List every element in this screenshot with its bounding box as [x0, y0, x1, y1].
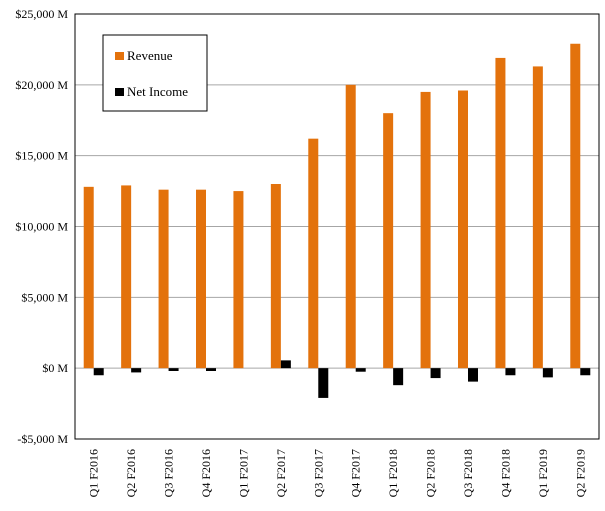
net-income-bar: [542, 368, 553, 378]
net-income-bar: [468, 368, 478, 382]
net-income-bar: [318, 368, 329, 398]
bars: [83, 43, 591, 398]
y-tick-label: $20,000 M: [15, 78, 68, 92]
y-tick-label: $25,000 M: [15, 7, 68, 21]
revenue-bar: [121, 185, 132, 369]
net-income-bar: [505, 368, 516, 376]
net-income-bar: [206, 368, 216, 371]
legend: Revenue Net Income: [102, 34, 208, 112]
y-tick-label: -$5,000 M: [17, 432, 68, 446]
revenue-bar: [570, 43, 581, 369]
y-tick-label: $10,000 M: [15, 220, 68, 234]
y-axis-tick-labels: -$5,000 M $0 M $5,000 M $10,000 M $15,000 M $…: [15, 7, 68, 446]
revenue-bar: [233, 191, 244, 369]
net-income-bar: [93, 368, 104, 376]
revenue-bar: [532, 66, 543, 369]
y-tick-label: $5,000 M: [21, 290, 68, 304]
revenue-bar: [83, 186, 94, 369]
y-tick-label: $0 M: [42, 361, 68, 375]
net-income-bar: [393, 368, 404, 386]
revenue-bar: [420, 91, 431, 369]
x-axis-tick-labels: Q1 F2016 Q2 F2016 Q3 F2016 Q4 F2016 Q1 F2017…: [87, 449, 588, 497]
net-income-bar: [168, 368, 179, 371]
net-income-legend-label: Net Income: [127, 84, 188, 99]
x-tick-label: Q2 F2018: [424, 449, 438, 497]
revenue-bar: [270, 184, 281, 369]
x-tick-label: Q1 F2017: [236, 449, 250, 497]
x-tick-label: Q2 F2019: [573, 449, 587, 497]
x-tick-label: Q3 F2016: [162, 449, 176, 497]
revenue-bar: [495, 57, 506, 369]
x-tick-label: Q3 F2018: [461, 449, 475, 497]
x-tick-label: Q1 F2018: [386, 449, 400, 497]
net-income-bar: [580, 368, 591, 376]
revenue-bar: [383, 113, 394, 369]
revenue-bar: [345, 84, 356, 369]
net-income-bar: [355, 368, 366, 372]
revenue-bar: [458, 90, 468, 369]
net-income-bar: [430, 368, 441, 379]
x-tick-label: Q3 F2017: [311, 449, 325, 497]
y-tick-label: $15,000 M: [15, 149, 68, 163]
x-tick-label: Q4 F2017: [349, 449, 363, 497]
revenue-bar: [196, 189, 206, 369]
plot-area-border: [74, 13, 600, 440]
legend-box: [102, 34, 208, 112]
revenue-bar: [308, 138, 319, 369]
revenue-bar: [158, 189, 169, 369]
x-tick-label: Q2 F2016: [124, 449, 138, 497]
net-income-legend-swatch: [115, 88, 124, 96]
net-income-bar: [131, 368, 142, 373]
revenue-legend-label: Revenue: [127, 48, 173, 63]
net-income-bar: [280, 360, 291, 369]
x-tick-label: Q1 F2019: [536, 449, 550, 497]
x-tick-label: Q4 F2018: [498, 449, 512, 497]
gridlines: [75, 84, 599, 369]
x-tick-label: Q2 F2017: [274, 449, 288, 497]
revenue-legend-swatch: [115, 52, 124, 60]
x-tick-label: Q4 F2016: [199, 449, 213, 497]
x-tick-label: Q1 F2016: [87, 449, 101, 497]
